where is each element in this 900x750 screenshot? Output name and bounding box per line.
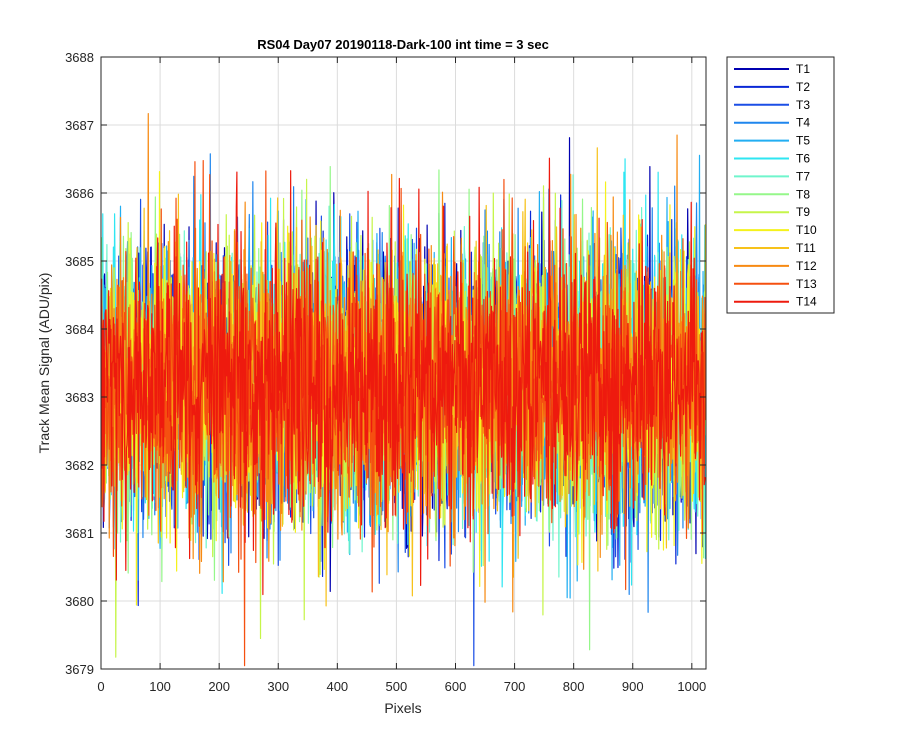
- legend-label-t4: T4: [796, 116, 810, 130]
- chart-title: RS04 Day07 20190118-Dark-100 int time = …: [257, 37, 549, 52]
- legend-label-t9: T9: [796, 205, 810, 219]
- y-tick-label: 3687: [65, 118, 94, 133]
- series-layer: [101, 112, 706, 667]
- legend: T1 T2 T3 T4 T5 T6 T7 T8 T9 T10 T11 T12 T13 T14: [726, 56, 835, 314]
- x-tick-label: 400: [326, 679, 348, 694]
- x-tick-label: 200: [208, 679, 230, 694]
- x-tick-label: 900: [622, 679, 644, 694]
- x-tick-label: 800: [563, 679, 585, 694]
- x-tick-labels: 0 100 200 300 400 500 600 700 800 900 1000: [97, 679, 706, 694]
- ticks: [100, 56, 706, 670]
- y-tick-label: 3684: [65, 322, 94, 337]
- legend-label-t2: T2: [796, 80, 810, 94]
- x-tick-label: 1000: [677, 679, 706, 694]
- legend-label-t3: T3: [796, 98, 810, 112]
- legend-label-t7: T7: [796, 169, 810, 183]
- x-tick-label: 700: [504, 679, 526, 694]
- series-line-t14: [101, 157, 706, 596]
- legend-label-t13: T13: [796, 277, 817, 291]
- legend-label-t5: T5: [796, 134, 810, 148]
- legend-label-t6: T6: [796, 152, 810, 166]
- x-tick-label: 100: [149, 679, 171, 694]
- y-tick-label: 3686: [65, 186, 94, 201]
- y-tick-label: 3685: [65, 254, 94, 269]
- x-tick-label: 600: [445, 679, 467, 694]
- y-tick-label: 3680: [65, 594, 94, 609]
- y-tick-label: 3683: [65, 390, 94, 405]
- legend-label-t8: T8: [796, 187, 810, 201]
- plot-frame: [100, 56, 707, 670]
- legend-box: [726, 56, 835, 314]
- x-tick-label: 300: [267, 679, 289, 694]
- legend-label-t11: T11: [796, 241, 816, 255]
- legend-label-t14: T14: [796, 295, 817, 309]
- legend-label-t10: T10: [796, 223, 817, 237]
- y-tick-label: 3681: [65, 526, 94, 541]
- y-tick-label: 3688: [65, 50, 94, 65]
- x-tick-label: 500: [386, 679, 408, 694]
- y-axis-label: Track Mean Signal (ADU/pix): [36, 273, 52, 454]
- legend-label-t12: T12: [796, 259, 817, 273]
- y-tick-label: 3682: [65, 458, 94, 473]
- legend-label-t1: T1: [796, 62, 810, 76]
- x-axis-label: Pixels: [384, 700, 421, 716]
- x-tick-label: 0: [97, 679, 104, 694]
- y-tick-label: 3679: [65, 662, 94, 677]
- y-tick-labels: 3679 3680 3681 3682 3683 3684 3685 3686 3687 3688: [65, 50, 94, 677]
